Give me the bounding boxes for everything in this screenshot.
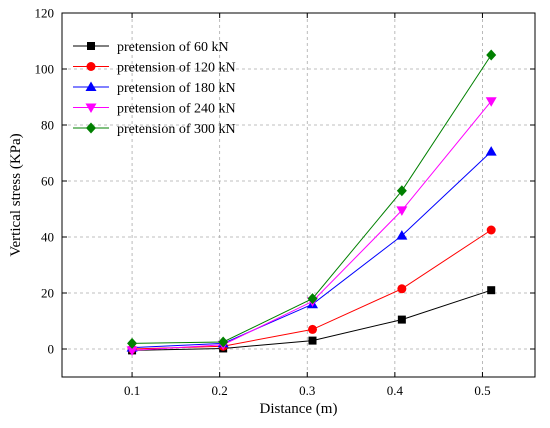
x-tick-label: 0.3 [299, 383, 315, 398]
legend-marker [85, 81, 97, 91]
data-point [397, 315, 406, 324]
legend-item-4: pretension of 240 kN [73, 102, 236, 117]
data-point [396, 206, 408, 216]
data-point [308, 336, 317, 345]
y-axis-title: Vertical stress (KPa) [8, 133, 24, 256]
y-tick-label: 100 [35, 62, 55, 77]
x-tick-label: 0.2 [212, 383, 228, 398]
plot-frame [61, 12, 536, 378]
series-line [132, 100, 492, 351]
legend-label: pretension of 120 kN [117, 61, 236, 76]
data-point [126, 346, 138, 356]
y-tick-label: 120 [35, 6, 55, 21]
legend-item-5: pretension of 300 kN [73, 122, 236, 137]
series-2 [127, 225, 496, 354]
data-point [487, 286, 496, 295]
data-point [486, 225, 496, 235]
series-5 [127, 49, 497, 349]
legend-item-3: pretension of 180 kN [73, 81, 236, 96]
data-point [486, 49, 497, 61]
y-tick-label: 0 [48, 342, 55, 357]
data-point [397, 284, 407, 294]
x-axis-title: Distance (m) [260, 401, 338, 417]
series-3 [126, 146, 497, 352]
legend: pretension of 60 kN pretension of 120 kN p… [73, 40, 236, 137]
legend-label: pretension of 300 kN [117, 122, 236, 137]
data-point [308, 324, 318, 334]
data-point [485, 146, 497, 156]
legend-label: pretension of 60 kN [117, 40, 229, 55]
legend-item-1: pretension of 60 kN [73, 40, 229, 55]
data-point [396, 185, 407, 197]
legend-marker [87, 42, 95, 50]
x-tick-label: 0.5 [474, 383, 490, 398]
series-layer [126, 49, 497, 356]
legend-marker [86, 62, 96, 71]
x-tick-label: 0.1 [124, 383, 140, 398]
y-tick-label: 60 [41, 174, 54, 189]
legend-item-2: pretension of 120 kN [73, 61, 236, 76]
data-point [218, 336, 229, 348]
legend-marker [85, 103, 97, 113]
y-tick-label: 20 [41, 286, 54, 301]
y-tick-label: 80 [41, 118, 54, 133]
y-tick-label: 40 [41, 230, 54, 245]
legend-label: pretension of 180 kN [117, 81, 236, 96]
x-tick-label: 0.4 [387, 383, 404, 398]
legend-label: pretension of 240 kN [117, 102, 236, 117]
grid-lines [62, 12, 535, 377]
data-point [307, 293, 318, 305]
series-line [132, 151, 492, 349]
axes: 0.1 0.2 0.3 0.4 0.5 0 20 40 60 80 100 120 [35, 6, 535, 398]
data-point [127, 337, 138, 349]
data-point [396, 230, 408, 240]
data-point [485, 97, 497, 107]
legend-marker [86, 122, 96, 134]
